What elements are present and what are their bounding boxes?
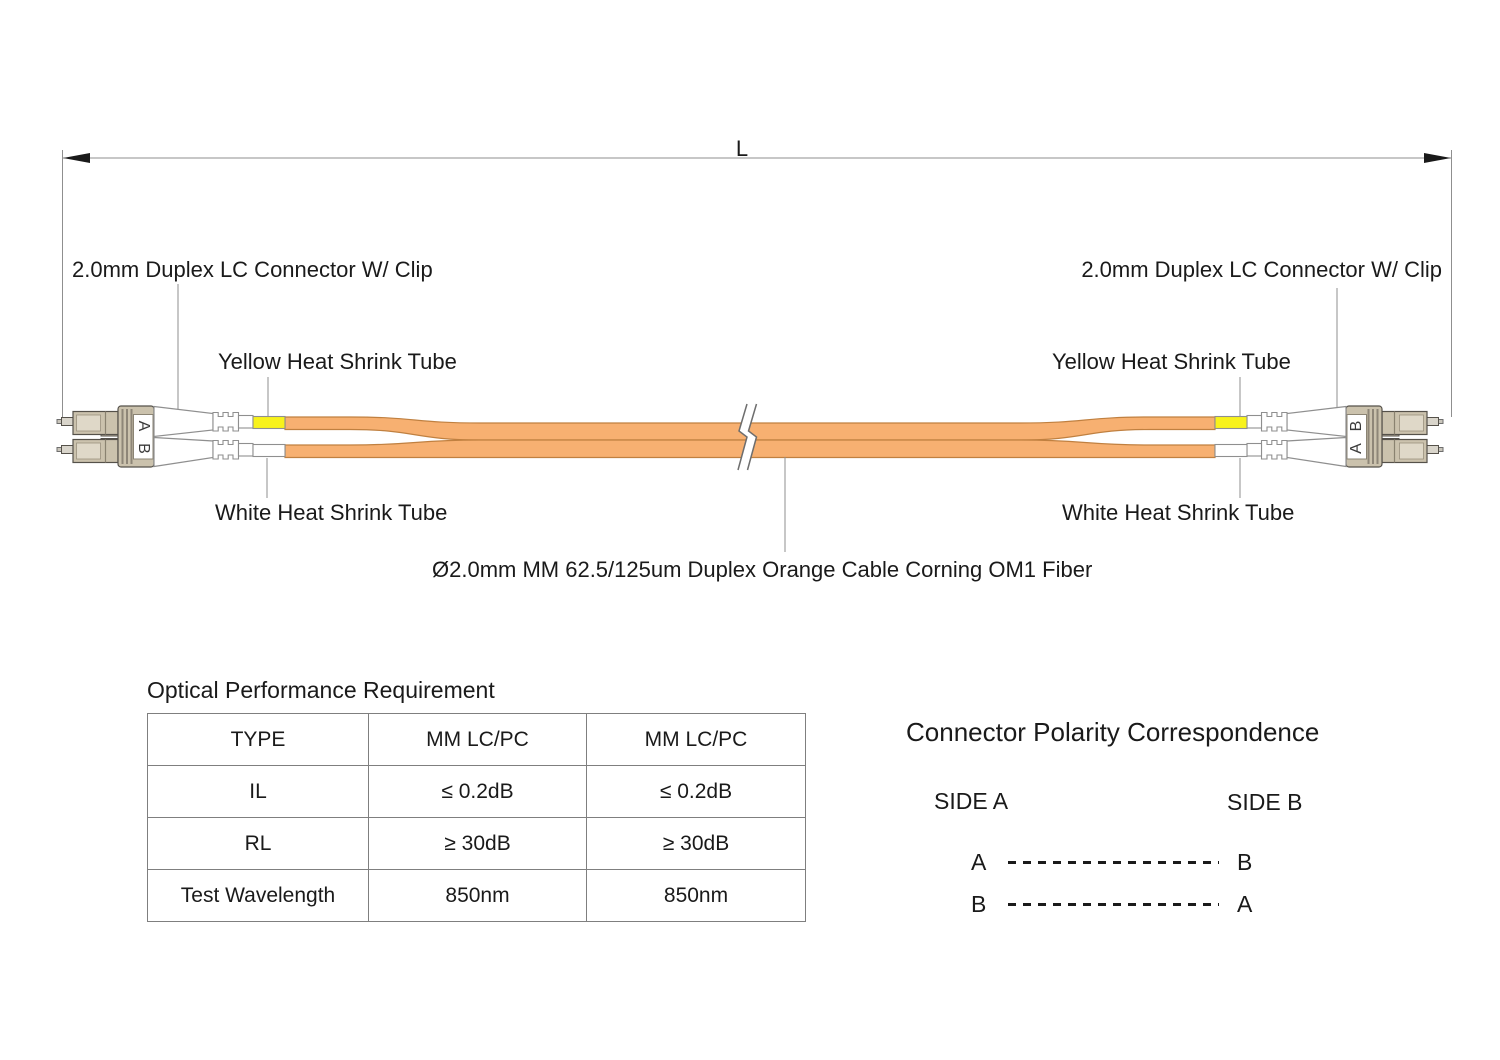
table-cell: 850nm	[368, 869, 587, 922]
optical-table-title: Optical Performance Requirement	[147, 677, 495, 703]
table-cell: ≥ 30dB	[586, 817, 806, 870]
polarity-side-b-header: SIDE B	[1227, 789, 1303, 815]
lc-connector-right	[1214, 405, 1444, 468]
table-cell: ≤ 0.2dB	[586, 765, 806, 818]
connector-label-right: 2.0mm Duplex LC Connector W/ Clip	[1081, 257, 1442, 282]
dimension-arrow-left-icon	[63, 153, 90, 163]
lc-connector-left	[56, 405, 286, 468]
polarity-row2-from: B	[971, 891, 987, 917]
cable-drawing: L A B B A 2.0mm Duplex LC Connector W/ C…	[56, 136, 1452, 582]
polarity-row1-dash-line	[1008, 861, 1219, 864]
cable-label: Ø2.0mm MM 62.5/125um Duplex Orange Cable…	[432, 557, 1092, 582]
polarity-row2-to: A	[1237, 891, 1253, 917]
table-header-cell: MM LC/PC	[368, 713, 587, 766]
dimension-arrow-right-icon	[1424, 153, 1451, 163]
clip-letter-right-bottom: A	[1348, 443, 1365, 454]
table-cell: ≤ 0.2dB	[368, 765, 587, 818]
table-cell: Test Wavelength	[147, 869, 369, 922]
polarity-row1-to: B	[1237, 849, 1253, 875]
clip-letter-left-bottom: B	[135, 443, 152, 454]
table-cell: 850nm	[586, 869, 806, 922]
table-header-cell: MM LC/PC	[586, 713, 806, 766]
table-row: RL ≥ 30dB ≥ 30dB	[147, 817, 806, 870]
yellow-tube-label-left: Yellow Heat Shrink Tube	[218, 349, 457, 374]
optical-performance-table: TYPE MM LC/PC MM LC/PC IL ≤ 0.2dB ≤ 0.2d…	[147, 713, 806, 922]
clip-letter-left-top: A	[135, 421, 152, 432]
dimension-label: L	[736, 136, 748, 161]
yellow-tube-label-right: Yellow Heat Shrink Tube	[1052, 349, 1291, 374]
table-row: Test Wavelength 850nm 850nm	[147, 869, 806, 922]
table-cell: IL	[147, 765, 369, 818]
polarity-row1-from: A	[971, 849, 987, 875]
connector-label-left: 2.0mm Duplex LC Connector W/ Clip	[72, 257, 433, 282]
polarity-side-a-header: SIDE A	[934, 788, 1009, 814]
table-header-cell: TYPE	[147, 713, 369, 766]
table-cell: ≥ 30dB	[368, 817, 587, 870]
clip-letter-right-top: B	[1348, 421, 1365, 432]
white-tube-label-left: White Heat Shrink Tube	[215, 500, 447, 525]
table-header-row: TYPE MM LC/PC MM LC/PC	[147, 713, 806, 766]
table-cell: RL	[147, 817, 369, 870]
table-row: IL ≤ 0.2dB ≤ 0.2dB	[147, 765, 806, 818]
polarity-title: Connector Polarity Correspondence	[906, 717, 1320, 747]
white-tube-label-right: White Heat Shrink Tube	[1062, 500, 1294, 525]
polarity-row2-dash-line	[1008, 903, 1219, 906]
cable-break-icon	[737, 403, 758, 471]
